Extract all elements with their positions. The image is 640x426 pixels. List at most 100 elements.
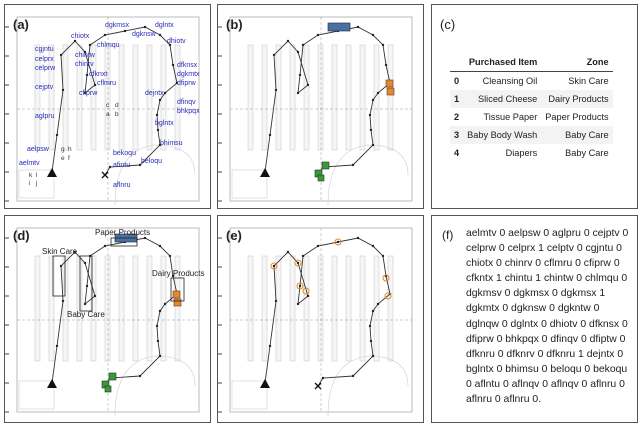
panel-a-trajectory-labeled: dgkmsx dglntx dgknsw chiotx chlmqu chintw chin… bbox=[4, 4, 211, 209]
state-label: bglntx bbox=[155, 120, 174, 127]
shelf-aisle bbox=[261, 255, 268, 362]
checkout-arc bbox=[327, 144, 409, 206]
shelf-aisle bbox=[104, 44, 111, 151]
trajectory-point bbox=[59, 264, 63, 268]
baby-care-marker bbox=[317, 174, 325, 182]
state-label: cfiprw bbox=[79, 90, 98, 97]
purchase-table: Purchased Item Zone 0 Cleansing Oil Skin C… bbox=[450, 53, 613, 162]
state-label: chlmqu bbox=[97, 42, 120, 49]
start-triangle-icon bbox=[260, 379, 270, 388]
state-label: aelpsw bbox=[27, 146, 50, 153]
baby-care-marker bbox=[104, 385, 112, 393]
purchased-item: Cleansing Oil bbox=[482, 76, 538, 86]
state-label: aflnru bbox=[113, 182, 131, 189]
shelf-aisle bbox=[118, 255, 125, 362]
stop-marker bbox=[384, 292, 392, 300]
shelf-aisle bbox=[303, 255, 310, 362]
checkout-arc bbox=[114, 144, 196, 206]
trajectory-point bbox=[93, 294, 97, 298]
trajectory-point bbox=[384, 63, 388, 67]
trajectory-point bbox=[85, 73, 89, 77]
row-index: 4 bbox=[454, 148, 460, 158]
trajectory-point bbox=[61, 299, 65, 303]
trajectory-point bbox=[55, 133, 59, 137]
trajectory-point bbox=[158, 143, 162, 147]
zone-label: Paper Products bbox=[95, 228, 150, 237]
trajectory-point bbox=[59, 53, 63, 57]
trajectory-point bbox=[93, 83, 97, 87]
trajectory-point bbox=[83, 50, 87, 54]
shelf-aisle bbox=[331, 255, 338, 362]
stop-marker bbox=[296, 282, 304, 290]
state-label: bhimsu bbox=[160, 140, 183, 147]
grid-cell-letter: f bbox=[68, 155, 70, 162]
state-label: dfinqv bbox=[177, 99, 196, 106]
state-label: cflmru bbox=[97, 80, 116, 87]
trajectory-point bbox=[108, 165, 112, 169]
state-label: chinrv bbox=[75, 61, 94, 68]
trajectory-point bbox=[296, 302, 300, 306]
trajectory-point bbox=[301, 254, 305, 258]
trajectory-point bbox=[369, 339, 373, 343]
checkout-arc bbox=[114, 355, 196, 417]
trajectory-point bbox=[85, 284, 89, 288]
shelf-aisle bbox=[261, 44, 268, 151]
trajectory-point bbox=[171, 63, 175, 67]
shelf-aisle bbox=[34, 255, 41, 362]
table-body: 0 Cleansing Oil Skin Care 1 Sliced Cheese Dai… bbox=[450, 72, 613, 163]
shelf-aisle bbox=[359, 255, 366, 362]
trajectory-point bbox=[381, 43, 385, 47]
purchased-item: Diapers bbox=[505, 148, 538, 158]
trajectory-point bbox=[168, 43, 172, 47]
state-label: beloqu bbox=[141, 158, 162, 165]
zone-box-skin-care bbox=[52, 255, 66, 297]
trajectory-point bbox=[368, 324, 372, 328]
trajectory-point bbox=[286, 250, 290, 254]
shelf-aisle bbox=[160, 44, 167, 151]
shelf-aisle bbox=[317, 44, 324, 151]
panel-b-trajectory-purchases: (b) bbox=[217, 4, 424, 209]
panel-f-sequence: (f) aelmtv 0 aelpsw 0 aglpru 0 cejptv 0 … bbox=[431, 215, 638, 423]
shelf-aisle bbox=[247, 44, 254, 151]
entrance-area bbox=[18, 169, 55, 199]
trajectory-point bbox=[371, 33, 375, 37]
state-label: celprx bbox=[35, 56, 54, 63]
trajectory-point bbox=[351, 374, 355, 378]
trajectory-point bbox=[298, 73, 302, 77]
trajectory-point bbox=[103, 244, 107, 248]
shelf-aisle bbox=[62, 44, 69, 151]
trajectory-point bbox=[316, 33, 320, 37]
table-row: 2 Tissue Paper Paper Products bbox=[450, 108, 613, 126]
baby-care-marker bbox=[108, 372, 117, 381]
header-zone: Zone bbox=[541, 53, 613, 72]
zone-label: Skin Care bbox=[42, 247, 78, 256]
entrance-area bbox=[18, 380, 55, 410]
trajectory-point bbox=[123, 29, 127, 33]
purchased-item: Tissue Paper bbox=[483, 112, 538, 122]
shelf-aisle bbox=[373, 255, 380, 362]
trajectory-point bbox=[296, 91, 300, 95]
trajectory-point bbox=[83, 261, 87, 265]
trajectory-point bbox=[138, 374, 142, 378]
trajectory-point bbox=[83, 91, 87, 95]
trajectory-point bbox=[298, 284, 302, 288]
trajectory-point bbox=[371, 143, 375, 147]
purchased-item: Baby Body Wash bbox=[463, 126, 542, 144]
panel-label: (a) bbox=[13, 17, 29, 32]
grid-cell-letter: k bbox=[29, 172, 33, 179]
panel-label: (e) bbox=[226, 228, 242, 243]
checkout-arc bbox=[327, 355, 409, 417]
shelf-aisle bbox=[373, 44, 380, 151]
trajectory-point bbox=[369, 128, 373, 132]
state-label: celprw bbox=[35, 65, 56, 72]
shelf-aisle bbox=[34, 44, 41, 151]
grid-cell-letter: d bbox=[115, 102, 119, 109]
stop-marker bbox=[382, 274, 390, 282]
row-index: 3 bbox=[450, 126, 464, 144]
zone-label: Baby Care bbox=[67, 310, 105, 319]
zone-box-baby-care bbox=[79, 255, 93, 312]
dairy-marker bbox=[172, 290, 181, 299]
grid-cell-letter: l bbox=[36, 172, 38, 179]
paper-products-marker bbox=[327, 22, 351, 32]
